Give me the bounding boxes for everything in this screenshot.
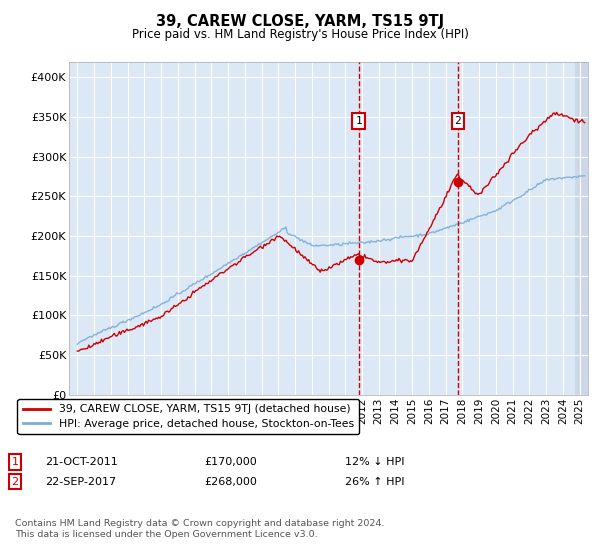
Text: 2: 2	[11, 477, 19, 487]
Text: 22-SEP-2017: 22-SEP-2017	[45, 477, 116, 487]
Text: £170,000: £170,000	[204, 457, 257, 467]
Text: £268,000: £268,000	[204, 477, 257, 487]
Legend: 39, CAREW CLOSE, YARM, TS15 9TJ (detached house), HPI: Average price, detached h: 39, CAREW CLOSE, YARM, TS15 9TJ (detache…	[17, 399, 359, 434]
Text: 21-OCT-2011: 21-OCT-2011	[45, 457, 118, 467]
Bar	[575, 62, 588, 395]
Text: Price paid vs. HM Land Registry's House Price Index (HPI): Price paid vs. HM Land Registry's House …	[131, 28, 469, 41]
Text: 26% ↑ HPI: 26% ↑ HPI	[345, 477, 404, 487]
Text: 39, CAREW CLOSE, YARM, TS15 9TJ: 39, CAREW CLOSE, YARM, TS15 9TJ	[156, 14, 444, 29]
Text: 1: 1	[11, 457, 19, 467]
Text: 1: 1	[355, 116, 362, 126]
Text: Contains HM Land Registry data © Crown copyright and database right 2024.
This d: Contains HM Land Registry data © Crown c…	[15, 520, 385, 539]
Text: 2: 2	[454, 116, 461, 126]
Text: 12% ↓ HPI: 12% ↓ HPI	[345, 457, 404, 467]
